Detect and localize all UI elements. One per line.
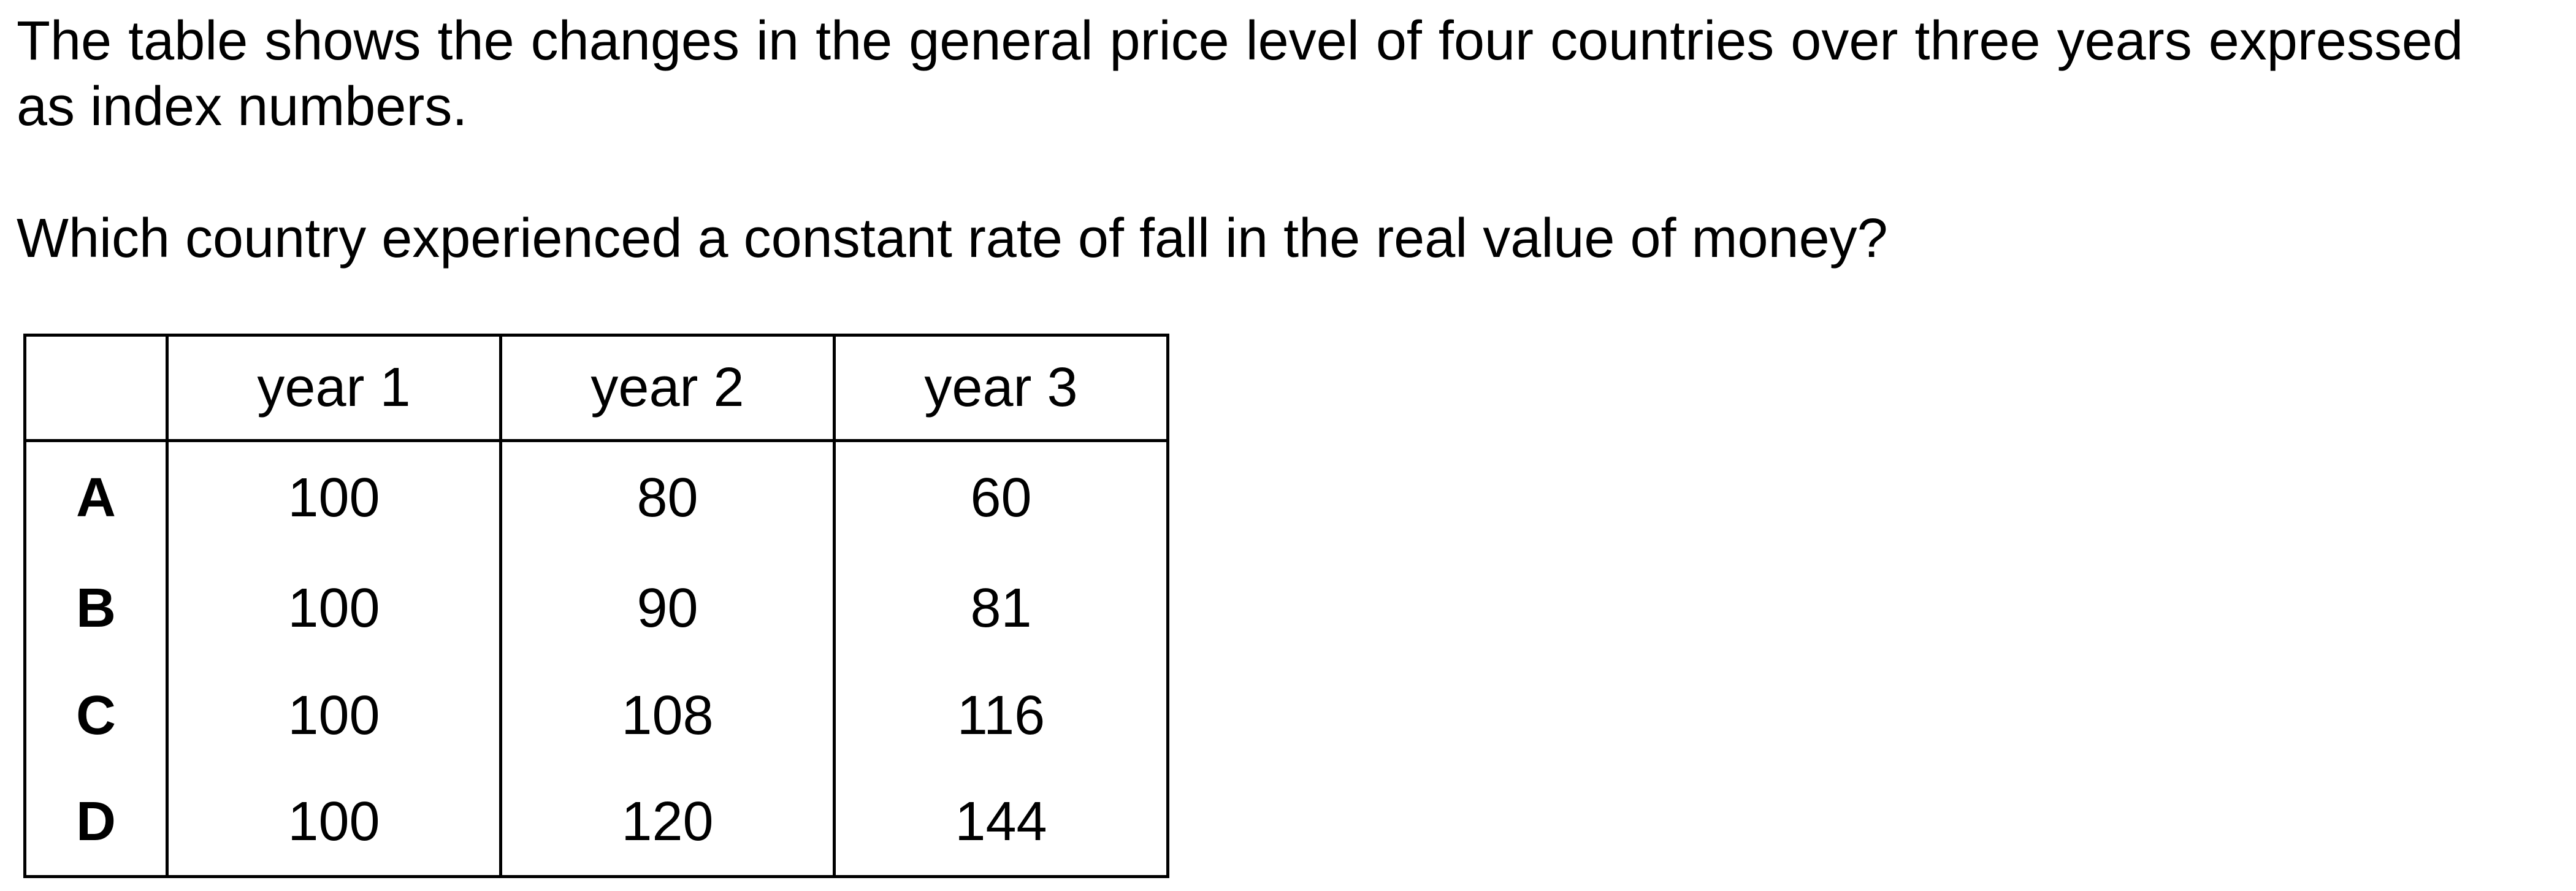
table-corner-cell (23, 334, 169, 442)
column-header-year-2: year 2 (499, 334, 836, 442)
table-row: C 100 108 116 (23, 662, 1169, 770)
table-cell: 81 (833, 554, 1169, 662)
table-cell: 108 (499, 662, 836, 770)
table-cell: 100 (166, 440, 502, 555)
table-row: B 100 90 81 (23, 554, 1169, 662)
question: The table shows the changes in the gener… (17, 9, 2463, 272)
price-index-table: year 1 year 2 year 3 A 100 80 60 B 100 9… (23, 334, 1169, 878)
question-stem: The table shows the changes in the gener… (17, 10, 2463, 137)
table-row: A 100 80 60 (23, 440, 1169, 555)
table-cell: 100 (166, 662, 502, 770)
row-label-a: A (23, 440, 169, 555)
table-cell: 60 (833, 440, 1169, 555)
table-cell: 90 (499, 554, 836, 662)
row-label-d: D (23, 769, 169, 878)
table-cell: 116 (833, 662, 1169, 770)
row-label-c: C (23, 662, 169, 770)
table-row: D 100 120 144 (23, 769, 1169, 878)
column-header-year-1: year 1 (166, 334, 502, 442)
table-header-row: year 1 year 2 year 3 (23, 334, 1169, 442)
table-cell: 120 (499, 769, 836, 878)
table-cell: 144 (833, 769, 1169, 878)
table-cell: 80 (499, 440, 836, 555)
row-label-b: B (23, 554, 169, 662)
table-cell: 100 (166, 769, 502, 878)
column-header-year-3: year 3 (833, 334, 1169, 442)
table-cell: 100 (166, 554, 502, 662)
question-prompt: Which country experienced a constant rat… (17, 208, 1888, 269)
